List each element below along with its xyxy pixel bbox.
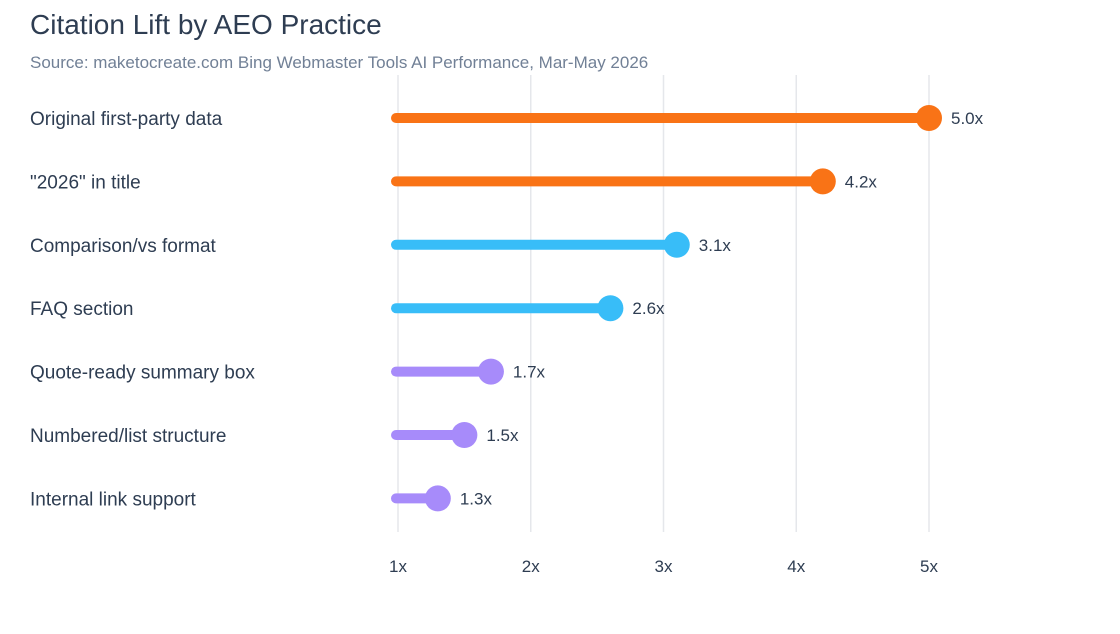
- category-label: "2026" in title: [30, 172, 141, 193]
- value-label: 5.0x: [951, 109, 984, 128]
- category-label: Original first-party data: [30, 109, 223, 130]
- value-label: 3.1x: [699, 236, 732, 255]
- chart-title: Citation Lift by AEO Practice: [30, 9, 382, 40]
- value-label: 2.6x: [632, 299, 665, 318]
- value-label: 1.5x: [486, 426, 519, 445]
- x-tick-label: 2x: [522, 557, 540, 576]
- category-label: Quote-ready summary box: [30, 363, 255, 384]
- lollipop-dot: [916, 105, 942, 131]
- value-label: 1.3x: [460, 489, 493, 508]
- category-label: Internal link support: [30, 489, 197, 510]
- lollipop-dot: [451, 422, 478, 448]
- lollipop-dot: [477, 358, 504, 385]
- x-tick-label: 3x: [655, 557, 673, 576]
- value-label: 4.2x: [845, 172, 878, 191]
- category-label: FAQ section: [30, 299, 134, 320]
- chart-subtitle: Source: maketocreate.com Bing Webmaster …: [30, 53, 649, 72]
- lollipop-dot: [597, 295, 624, 322]
- x-tick-label: 4x: [787, 557, 805, 576]
- x-tick-label: 5x: [920, 557, 938, 576]
- lollipop-dot: [663, 231, 690, 258]
- x-tick-label: 1x: [389, 557, 407, 576]
- value-label: 1.7x: [513, 363, 546, 382]
- category-label: Comparison/vs format: [30, 236, 217, 257]
- lollipop-dot: [809, 168, 836, 195]
- category-label: Numbered/list structure: [30, 426, 226, 447]
- lollipop-dot: [424, 485, 451, 512]
